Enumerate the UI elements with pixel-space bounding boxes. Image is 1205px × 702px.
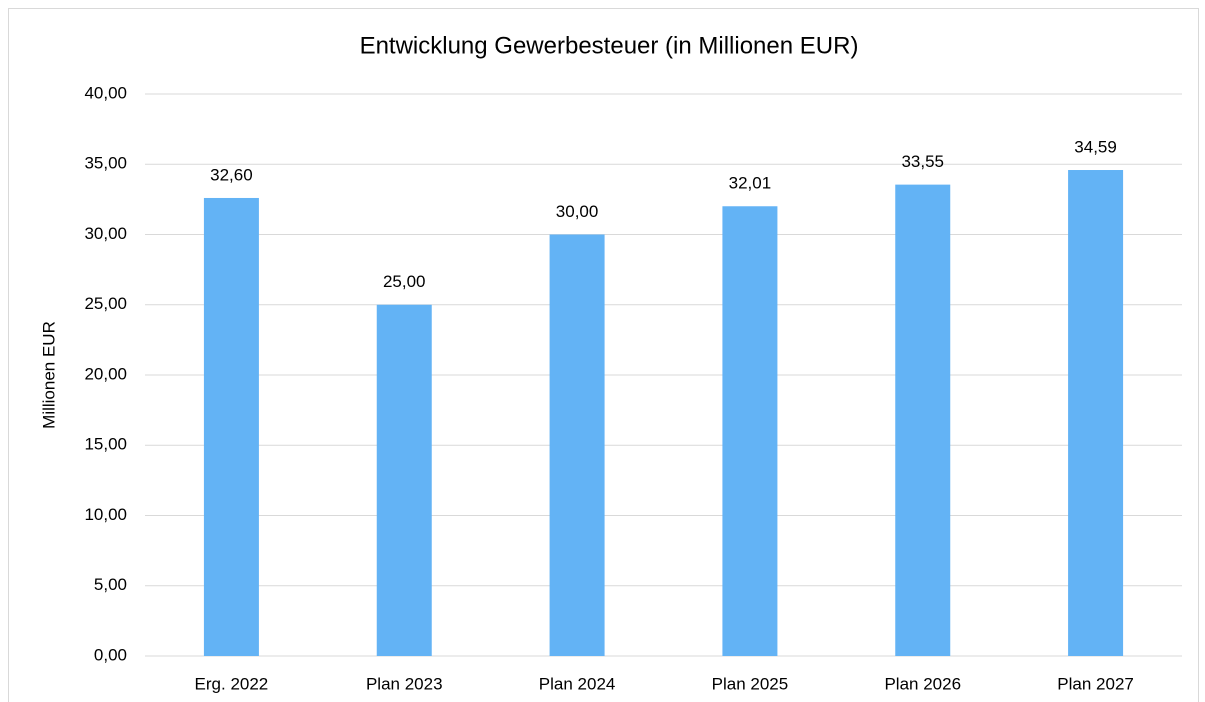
x-tick-label: Plan 2023 (366, 674, 443, 693)
bar (203, 197, 259, 656)
y-tick-label: 40,00 (84, 83, 127, 102)
bar (549, 234, 605, 656)
bar (376, 304, 432, 656)
data-label: 25,00 (383, 272, 426, 291)
data-label: 34,59 (1074, 137, 1117, 156)
y-tick-label: 35,00 (84, 154, 127, 173)
x-tick-label: Plan 2027 (1057, 674, 1134, 693)
data-label: 32,01 (729, 174, 772, 193)
x-tick-label: Plan 2026 (884, 674, 961, 693)
y-tick-label: 5,00 (94, 575, 127, 594)
bar (895, 184, 951, 656)
y-tick-label: 20,00 (84, 364, 127, 383)
chart-border (8, 8, 1199, 702)
y-tick-label: 15,00 (84, 435, 127, 454)
y-tick-label: 30,00 (84, 224, 127, 243)
y-tick-label: 0,00 (94, 645, 127, 664)
y-axis-label: Millionen EUR (39, 321, 58, 429)
x-tick-label: Plan 2024 (539, 674, 616, 693)
data-label: 33,55 (901, 152, 944, 171)
x-tick-label: Erg. 2022 (195, 674, 269, 693)
bar (1068, 170, 1124, 656)
chart-title: Entwicklung Gewerbesteuer (in Millionen … (360, 32, 859, 59)
x-tick-label: Plan 2025 (712, 674, 789, 693)
bar (722, 206, 778, 656)
y-tick-label: 10,00 (84, 505, 127, 524)
y-tick-label: 25,00 (84, 294, 127, 313)
data-label: 32,60 (210, 165, 253, 184)
data-label: 30,00 (556, 202, 599, 221)
